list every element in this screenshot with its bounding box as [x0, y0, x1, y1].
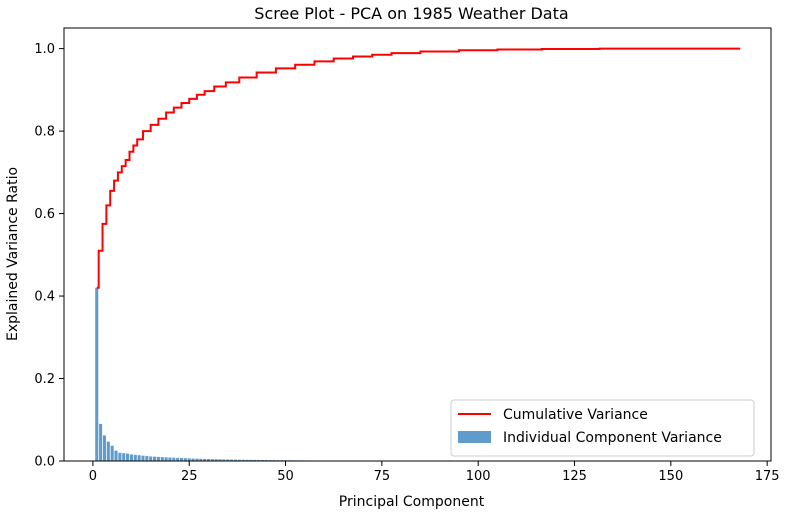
legend-label-cumulative: Cumulative Variance [503, 407, 648, 423]
legend-label-individual: Individual Component Variance [503, 430, 722, 446]
bar-component-8 [122, 453, 125, 461]
bar-component-9 [126, 454, 129, 461]
legend: Cumulative Variance Individual Component… [451, 400, 754, 456]
x-tick-label-175: 175 [755, 469, 780, 484]
x-tick-label-25: 25 [181, 469, 198, 484]
bar-component-4 [107, 442, 110, 461]
y-tick-label-3: 0.6 [34, 207, 55, 222]
cumulative-line-layer [97, 49, 740, 288]
bar-component-12 [138, 455, 141, 461]
bar-component-1 [95, 288, 98, 461]
bar-component-13 [141, 456, 144, 461]
bar-component-10 [130, 454, 133, 461]
x-tick-label-75: 75 [374, 469, 391, 484]
bar-component-20 [168, 457, 171, 461]
bars-layer [95, 288, 399, 461]
y-axis-label: Explained Variance Ratio [5, 167, 21, 341]
bar-component-19 [165, 457, 168, 461]
x-tick-label-0: 0 [89, 469, 97, 484]
bar-component-2 [99, 424, 102, 461]
bar-component-3 [103, 435, 106, 461]
plot-frame [64, 28, 771, 461]
y-tick-label-1: 0.2 [34, 372, 55, 387]
chart-title: Scree Plot - PCA on 1985 Weather Data [254, 4, 568, 23]
bar-component-14 [145, 456, 148, 461]
x-tick-label-50: 50 [277, 469, 294, 484]
legend-bar-swatch [458, 431, 491, 443]
bar-component-7 [118, 453, 121, 461]
x-axis-label: Principal Component [339, 494, 485, 510]
bar-component-16 [153, 457, 156, 461]
bar-component-15 [149, 456, 152, 461]
cumulative-variance-line [97, 49, 740, 288]
y-tick-label-4: 0.8 [34, 125, 55, 140]
bar-component-5 [111, 446, 114, 461]
x-tick-label-125: 125 [562, 469, 587, 484]
bar-component-18 [161, 457, 164, 461]
bar-component-6 [114, 451, 117, 461]
bar-component-17 [157, 457, 160, 461]
y-tick-label-5: 1.0 [34, 42, 55, 57]
y-tick-label-2: 0.4 [34, 290, 55, 305]
x-tick-label-150: 150 [658, 469, 683, 484]
x-tick-label-100: 100 [466, 469, 491, 484]
bar-component-11 [134, 455, 137, 461]
y-tick-label-0: 0.0 [34, 455, 55, 470]
